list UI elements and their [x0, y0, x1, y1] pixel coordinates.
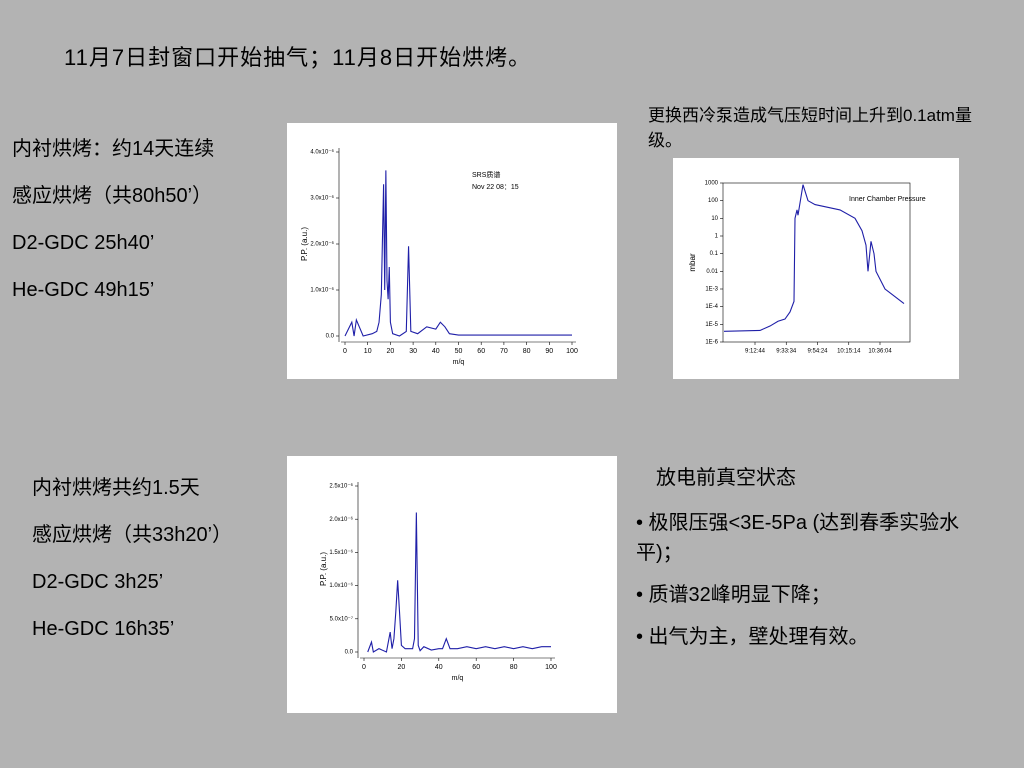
- y-axis-label: P.P. (a.u.): [319, 552, 328, 586]
- x-axis-label: m/q: [453, 359, 465, 366]
- x-tick-label: 9:12:44: [745, 349, 766, 355]
- y-tick-label: 5.0x10⁻⁷: [330, 615, 353, 622]
- line: 感应烘烤（共33h20’）: [32, 524, 233, 546]
- x-axis-label: m/q: [452, 675, 464, 682]
- status: 放电前真空状态 • 极限压强<3E-5Pa (达到春季实验水平)； • 质谱32…: [636, 462, 986, 652]
- annotation: Nov 22 08：15: [472, 184, 519, 191]
- x-tick-label: 20: [398, 664, 406, 671]
- y-tick-label: 1E-4: [705, 304, 718, 310]
- text-block: 内衬烘烤共约1.5天 感应烘烤（共33h20’） D2-GDC 3h25’ He…: [32, 465, 232, 653]
- x-tick-label: 9:54:24: [807, 349, 828, 355]
- y-tick-label: 0.0: [345, 650, 354, 656]
- x-tick-label: 30: [409, 348, 417, 355]
- y-tick-label: 1.0x10⁻⁶: [329, 582, 353, 589]
- x-tick-label: 9:33:34: [776, 349, 797, 355]
- y-tick-label: 10: [711, 216, 718, 222]
- line: 内衬烘烤：约14天连续: [12, 138, 215, 160]
- line: He-GDC 16h35’: [32, 618, 175, 640]
- line: He-GDC 49h15’: [12, 279, 155, 301]
- bullet: • 出气为主，壁处理有效。: [636, 626, 869, 648]
- y-tick-label: 0.01: [706, 269, 718, 275]
- y-tick-label: 1E-6: [705, 340, 718, 346]
- annotation: Inner Chamber Pressure: [849, 196, 926, 203]
- x-tick-label: 70: [500, 348, 508, 355]
- line: D2-GDC 25h40’: [12, 232, 155, 254]
- data-line: [344, 170, 572, 337]
- y-tick-label: 100: [708, 198, 719, 204]
- chart: 0.0 5.0x10⁻⁷ 1.0x10⁻⁶ 1.5x10⁻⁶ 2.0x10⁻⁶ 2.5x1…: [287, 456, 617, 713]
- data-line: [367, 512, 551, 653]
- y-tick-label: 4.0x10⁻⁶: [310, 149, 334, 156]
- x-tick-label: 20: [387, 348, 395, 355]
- x-tick-label: 10:36:04: [868, 349, 892, 355]
- y-tick-label: 1: [715, 234, 719, 240]
- y-tick-label: 1E-3: [705, 287, 718, 293]
- x-tick-label: 100: [566, 348, 578, 355]
- bullet: • 极限压强<3E-5Pa (达到春季实验水平)；: [636, 512, 960, 564]
- x-tick-label: 0: [362, 664, 366, 671]
- x-tick-label: 40: [432, 348, 440, 355]
- line: 感应烘烤（共80h50’）: [12, 185, 213, 207]
- x-tick-label: 100: [545, 664, 557, 671]
- x-tick-label: 50: [455, 348, 463, 355]
- y-axis-label: mbar: [688, 253, 697, 272]
- heading: 放电前真空状态: [656, 467, 796, 489]
- x-tick-label: 80: [523, 348, 531, 355]
- y-tick-label: 3.0x10⁻⁶: [310, 195, 334, 202]
- x-tick-label: 60: [477, 348, 485, 355]
- chart: 1000 100 10 1 0.1 0.01 1E-3 1E-4 1E-5 1E-6 9:12:44…: [673, 158, 959, 379]
- y-tick-label: 2.0x10⁻⁶: [310, 241, 334, 248]
- x-tick-label: 40: [435, 664, 443, 671]
- y-tick-label: 0.0: [326, 334, 335, 340]
- y-tick-label: 1E-5: [705, 322, 718, 328]
- chart: 0.0 1.0x10⁻⁶ 2.0x10⁻⁶ 3.0x10⁻⁶ 4.0x10⁻⁶ 0 10 20…: [287, 123, 617, 379]
- y-tick-label: 1000: [705, 181, 719, 187]
- x-tick-label: 90: [545, 348, 553, 355]
- bullet: • 质谱32峰明显下降；: [636, 584, 831, 606]
- x-tick-label: 80: [510, 664, 518, 671]
- x-tick-label: 10:15:14: [837, 349, 861, 355]
- x-tick-label: 10: [364, 348, 372, 355]
- annotation: SRS质谱: [472, 170, 500, 179]
- plot-frame: [722, 182, 911, 343]
- line: D2-GDC 3h25’: [32, 571, 164, 593]
- note: 更换西冷泵造成气压短时间上升到0.1atm量级。: [648, 106, 972, 150]
- line: 内衬烘烤共约1.5天: [32, 477, 200, 499]
- y-tick-label: 1.5x10⁻⁶: [329, 549, 353, 556]
- x-tick-label: 0: [343, 348, 347, 355]
- slide-title: 11月7日封窗口开始抽气；11月8日开始烘烤。: [64, 45, 532, 70]
- y-tick-label: 1.0x10⁻⁶: [310, 287, 334, 294]
- y-tick-label: 0.1: [710, 251, 719, 257]
- data-line: [723, 184, 905, 332]
- y-tick-label: 2.5x10⁻⁶: [329, 483, 353, 490]
- x-tick-label: 60: [472, 664, 480, 671]
- y-tick-label: 2.0x10⁻⁶: [329, 516, 353, 523]
- text-block: 内衬烘烤：约14天连续 感应烘烤（共80h50’） D2-GDC 25h40’ …: [12, 126, 214, 314]
- y-axis-label: P.P. (a.u.): [300, 227, 309, 261]
